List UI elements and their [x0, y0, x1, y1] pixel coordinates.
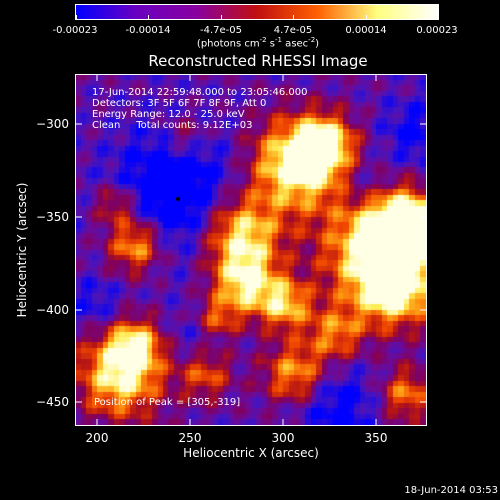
image-map — [76, 75, 426, 425]
colorbar-tick — [221, 15, 222, 19]
colorbar-tick-label: 0.00014 — [345, 25, 387, 36]
axis-ticks — [75, 74, 427, 426]
colorbar-tick — [366, 15, 367, 19]
rhessi-image: 17-Jun-2014 22:59:48.000 to 23:05:46.000… — [75, 74, 427, 426]
annotation-detectors: Detectors: 3F 5F 6F 7F 8F 9F, Att 0 — [92, 98, 267, 109]
y-tick-label: −350 — [36, 210, 69, 224]
units-part: (photons cm — [196, 38, 260, 50]
units-exponent: -2 — [259, 36, 267, 44]
colorbar-tick-label: -0.00023 — [52, 25, 98, 36]
y-tick-label: −300 — [36, 117, 69, 131]
y-axis-label: Heliocentric Y (arcsec) — [15, 182, 29, 318]
colorbar-units: (photons cm-2 s-1 asec-2) — [197, 36, 319, 49]
units-part: ) — [315, 38, 320, 50]
annotation-energy-range: Energy Range: 12.0 - 25.0 keV — [92, 109, 245, 120]
generation-timestamp: 18-Jun-2014 03:53 — [404, 485, 498, 496]
x-tick-label: 200 — [85, 431, 109, 445]
peak-position-label: Position of Peak = [305,-319] — [94, 397, 241, 408]
colorbar-tick-label: 0.00023 — [416, 25, 458, 36]
y-tick-label: −450 — [36, 395, 69, 409]
x-tick-label: 250 — [178, 431, 202, 445]
x-axis-label: Heliocentric X (arcsec) — [183, 446, 319, 460]
y-tick-label: −400 — [36, 303, 69, 317]
x-tick-label: 300 — [271, 431, 295, 445]
colorbar-tick-label: -4.7e-05 — [200, 25, 242, 36]
annotation-time-range: 17-Jun-2014 22:59:48.000 to 23:05:46.000 — [92, 87, 308, 98]
colorbar-tick — [148, 15, 149, 19]
units-part: asec — [282, 38, 309, 50]
colorbar — [75, 4, 439, 20]
peak-marker — [176, 197, 180, 201]
x-tick-label: 350 — [364, 431, 388, 445]
annotation-counts: Clean Total counts: 9.12E+03 — [92, 120, 253, 131]
colorbar-tick-label: 4.7e-05 — [273, 25, 313, 36]
units-exponent: -1 — [275, 36, 283, 44]
colorbar-tick — [293, 15, 294, 19]
colorbar-tick — [437, 15, 438, 19]
colorbar-tick — [76, 15, 77, 19]
units-exponent: -2 — [308, 36, 316, 44]
colorbar-tick-label: -0.00014 — [125, 25, 171, 36]
units-part: s — [266, 38, 276, 50]
plot-title: Reconstructed RHESSI Image — [148, 52, 368, 70]
